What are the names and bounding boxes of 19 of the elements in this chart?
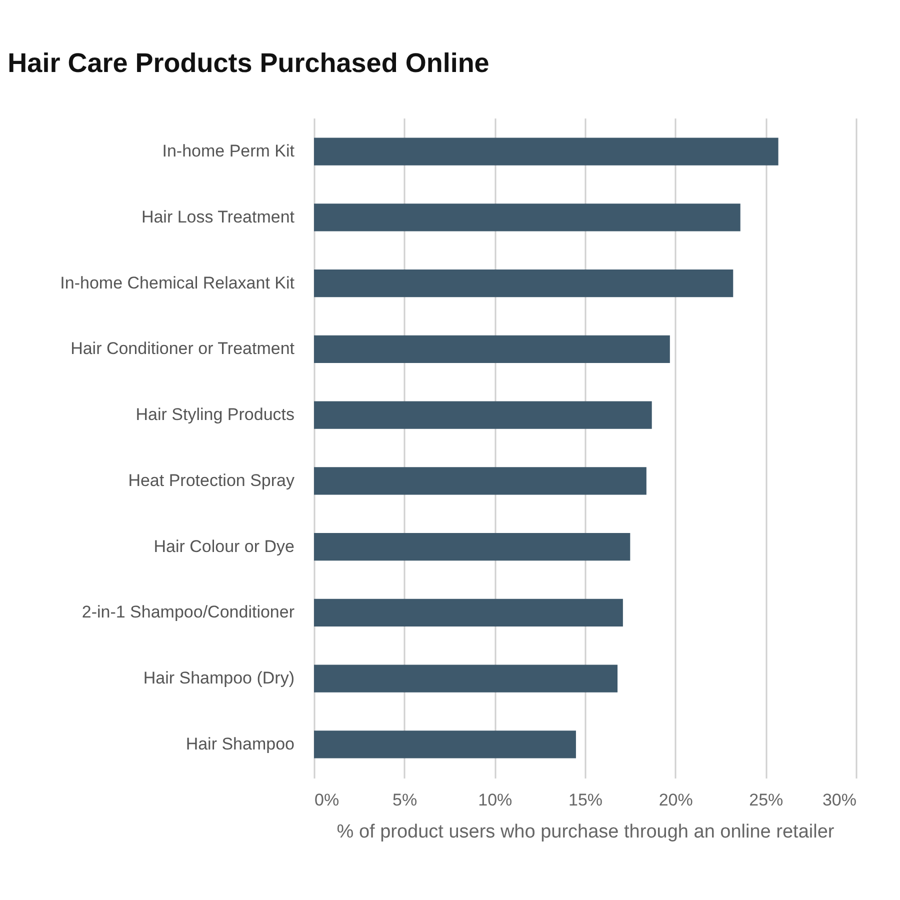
y-tick-label: Hair Conditioner or Treatment: [70, 339, 295, 358]
x-tick-label: 10%: [478, 790, 512, 810]
y-tick-label: Hair Shampoo (Dry): [143, 668, 294, 688]
y-tick-label: In-home Chemical Relaxant Kit: [60, 273, 295, 292]
x-tick-label: 5%: [392, 790, 418, 810]
x-tick-label: 15%: [568, 790, 603, 810]
x-tick-label: 0%: [314, 790, 340, 810]
x-tick-label: 30%: [822, 790, 856, 810]
y-tick-label: In-home Perm Kit: [162, 142, 295, 161]
chart-title: Hair Care Products Purchased Online: [8, 48, 490, 78]
y-tick-label: Hair Shampoo: [186, 734, 294, 754]
y-tick-label: 2-in-1 Shampoo/Conditioner: [82, 602, 295, 622]
x-tick-label: 20%: [658, 790, 693, 810]
x-tick-label: 25%: [749, 790, 784, 810]
y-tick-label: Hair Styling Products: [136, 405, 294, 424]
x-axis-title: % of product users who purchase through an online retailer: [336, 822, 835, 842]
y-tick-label: Heat Protection Spray: [128, 470, 295, 490]
y-tick-label: Hair Loss Treatment: [141, 207, 295, 226]
y-tick-label: Hair Colour or Dye: [154, 536, 294, 556]
